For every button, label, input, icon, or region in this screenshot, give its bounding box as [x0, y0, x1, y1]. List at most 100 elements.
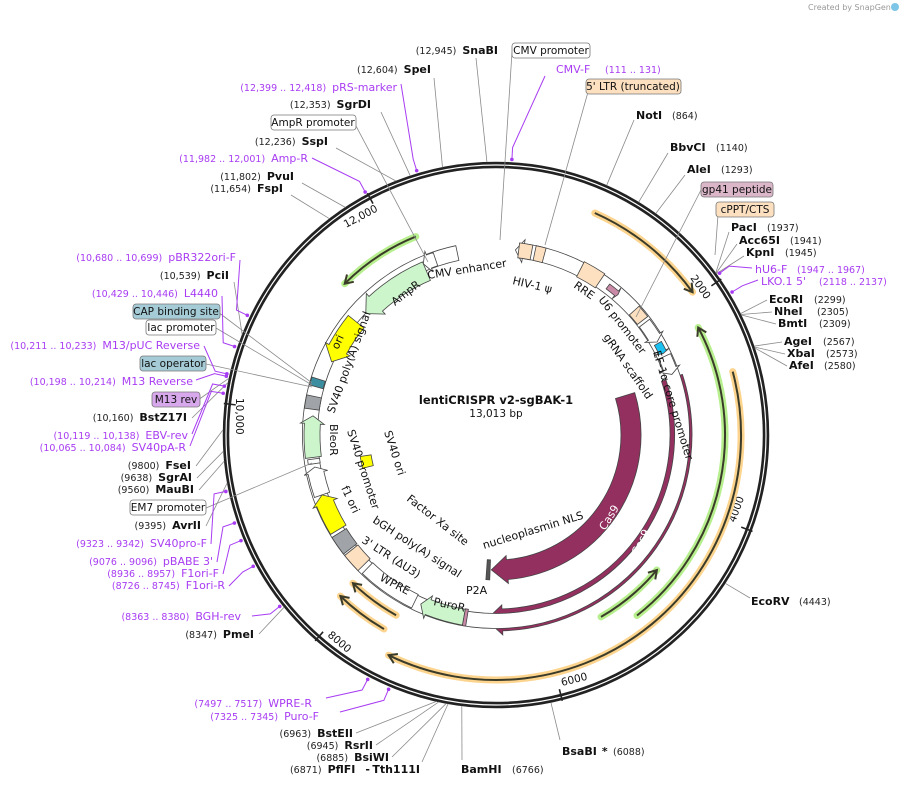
callout-m13rev-box[interactable] — [151, 391, 201, 408]
primer-sv40pro-f[interactable]: (9323 .. 9342) SV40pro-F — [76, 537, 207, 550]
enzyme-acc65i[interactable]: Acc65I (1941) — [739, 234, 822, 247]
primer-lko1-5[interactable]: LKO.1 5' (2118 .. 2137) — [761, 275, 887, 288]
plasmid-size: 13,013 bp — [469, 408, 523, 420]
ltr5-feature[interactable] — [532, 245, 547, 264]
enzyme-fsei[interactable]: (9800) FseI — [128, 459, 191, 472]
callout-em7-box[interactable] — [129, 499, 207, 516]
green-arrow-right-long[interactable] — [633, 324, 729, 619]
primer-amp-r[interactable]: (11,982 .. 12,001) Amp-R — [179, 152, 308, 165]
primer-pbabe-3[interactable]: (9076 .. 9096) pBABE 3' — [89, 555, 213, 568]
ef1a-feature[interactable] — [658, 353, 681, 375]
enzyme-fspi[interactable]: (11,654) FspI — [210, 182, 283, 195]
green-arrow-right-short[interactable] — [597, 566, 661, 621]
enzyme-bbvci[interactable]: BbvCI (1140) — [670, 141, 748, 154]
callout-5ltr-box[interactable] — [585, 78, 682, 95]
ori-feature[interactable] — [324, 314, 365, 363]
enzyme-ecorv[interactable]: EcoRV (4443) — [751, 595, 831, 608]
orange-arrow-right[interactable] — [385, 368, 745, 684]
primer-sv40pa-r[interactable]: (10,065 .. 10,084) SV40pA-R — [40, 441, 187, 454]
enzyme-bsteii[interactable]: (6963) BstEII — [280, 727, 353, 740]
enzyme-ecori[interactable]: EcoRI (2299) — [769, 293, 846, 306]
enzyme-bstz17i[interactable]: (10,160) BstZ17I — [93, 411, 187, 424]
callout-cppt-box[interactable] — [715, 201, 775, 218]
enzyme-noti[interactable]: NotI (864) — [636, 109, 698, 122]
enzyme-avrii[interactable]: (9395) AvrII — [135, 519, 202, 532]
hiv-psi-feature[interactable] — [517, 242, 534, 261]
nls-feature[interactable] — [485, 559, 491, 581]
primer-pbr322ori-f[interactable]: (10,680 .. 10,699) pBR322ori-F — [76, 251, 236, 264]
enzyme-spei[interactable]: (12,604) SpeI — [357, 63, 431, 76]
grna-scaffold-feature[interactable] — [653, 340, 670, 356]
enzyme-bamhi[interactable]: BamHI (6766) — [461, 763, 544, 776]
sv40ori-feature[interactable] — [359, 454, 374, 469]
orange-arrow-top[interactable] — [591, 209, 697, 296]
leader-line — [714, 214, 719, 256]
enzyme-agei[interactable]: AgeI (2567) — [784, 335, 855, 348]
leader-line — [335, 147, 397, 182]
primer-l4440[interactable]: (10,429 .. 10,446) L4440 — [92, 287, 218, 300]
rre-feature[interactable] — [576, 261, 606, 289]
enzyme-sgrai[interactable]: (9638) SgrAI — [121, 471, 192, 484]
callout-lac-operator-box[interactable] — [139, 355, 207, 372]
leader-line — [433, 77, 443, 168]
enzyme-kpni[interactable]: KpnI (1945) — [746, 246, 817, 259]
sv40-polya-feature[interactable] — [303, 394, 322, 411]
label-hiv-psi: HIV-1 ψ — [511, 274, 553, 296]
callout-gp41-box[interactable] — [700, 181, 774, 198]
label-bleor: BleoR — [327, 424, 340, 456]
ltr3-feature[interactable] — [344, 544, 371, 572]
em7-feature[interactable] — [307, 457, 321, 466]
ampr-feature[interactable] — [365, 261, 431, 315]
enzyme-sspi[interactable]: (12,236) SspI — [255, 135, 328, 148]
green-arrow-top-left[interactable] — [341, 233, 420, 288]
orange-arrow-bottom-2[interactable] — [349, 579, 400, 619]
gp41-feature[interactable] — [605, 283, 622, 300]
p2a-feature[interactable] — [461, 608, 469, 627]
enzyme-rsrii[interactable]: (6945) RsrII — [307, 739, 373, 752]
primer-m13-reverse[interactable]: (10,198 .. 10,214) M13 Reverse — [30, 375, 193, 388]
primer-hu6-f[interactable]: hU6-F (1947 .. 1967) — [755, 263, 865, 276]
callout-cap-box[interactable] — [132, 303, 221, 320]
primer-wpre-r[interactable]: (7497 .. 7517) WPRE-R — [194, 697, 312, 710]
enzyme-pvui[interactable]: (11,802) PvuI — [220, 170, 294, 183]
puror-feature[interactable] — [420, 594, 466, 626]
callout-ampr-promoter-box[interactable] — [270, 114, 357, 131]
primer-prs-marker[interactable]: (12,399 .. 12,418) pRS-marker — [240, 81, 397, 94]
u6-promoter-feature[interactable] — [638, 318, 664, 343]
enzyme-pmei[interactable]: (8347) PmeI — [185, 628, 254, 641]
f1ori-feature[interactable] — [312, 494, 347, 535]
wpre-feature[interactable] — [361, 562, 419, 609]
callout-cmv-promoter-box[interactable] — [511, 42, 591, 59]
enzyme-nhei[interactable]: NheI (2305) — [774, 305, 849, 318]
enzyme-maubi[interactable]: (9560) MauBI — [118, 483, 194, 496]
primer-bgh-rev[interactable]: (8363 .. 8380) BGH-rev — [121, 610, 241, 623]
bgh-feature[interactable] — [331, 527, 358, 555]
enzyme-xbai[interactable]: XbaI (2573) — [787, 347, 858, 360]
primer-site-dot-icon — [414, 168, 419, 173]
enzyme-bmti[interactable]: BmtI (2309) — [778, 317, 851, 330]
primer-ebv-rev[interactable]: (10,119 .. 10,138) EBV-rev — [53, 429, 188, 442]
enzyme-alei[interactable]: AleI (1293) — [687, 163, 753, 176]
primer-puro-f[interactable]: (7325 .. 7345) Puro-F — [210, 710, 319, 723]
enzyme-paci[interactable]: PacI (1937) — [731, 221, 799, 234]
enzyme-pflfi-tth111i[interactable]: (6871) PflFI - Tth111I — [290, 763, 420, 776]
enzyme-sgrdi[interactable]: (12,353) SgrDI — [290, 98, 371, 111]
primer-m13-puc-reverse[interactable]: (10,211 .. 10,233) M13/pUC Reverse — [10, 339, 200, 352]
orange-arrow-bottom-1[interactable] — [336, 592, 388, 633]
enzyme-pcii[interactable]: (10,539) PciI — [160, 269, 229, 282]
cppt-feature[interactable] — [628, 305, 649, 326]
primer-cmv-f[interactable]: CMV-F (111 .. 131) — [556, 63, 661, 76]
enzyme-afei[interactable]: AfeI (2580) — [789, 359, 856, 372]
enzyme-bsiwi[interactable]: (6885) BsiWI — [316, 751, 389, 764]
cas9-inner-feature[interactable] — [490, 392, 642, 585]
lac-operator-feature[interactable] — [309, 376, 326, 390]
callout-lac-promoter-box[interactable] — [145, 319, 217, 336]
primer-f1ori-f[interactable]: (8936 .. 8957) F1ori-F — [107, 567, 219, 580]
primer-f1ori-r[interactable]: (8726 .. 8745) F1ori-R — [112, 579, 225, 592]
sv40-promoter-feature[interactable] — [303, 466, 331, 499]
enzyme-snabi[interactable]: (12,945) SnaBI — [416, 44, 498, 57]
enzyme-bsabi[interactable]: BsaBI * (6088) — [562, 745, 645, 758]
bleor-feature[interactable] — [299, 415, 326, 459]
ampr-promoter-feature[interactable] — [422, 249, 439, 273]
